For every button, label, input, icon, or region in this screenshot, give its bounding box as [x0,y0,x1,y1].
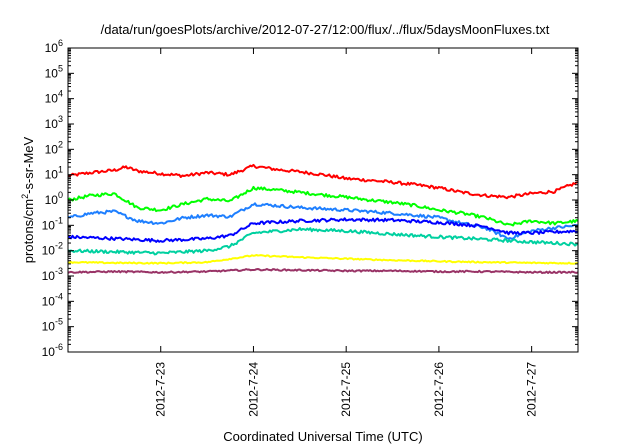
series-line-1 [67,163,579,200]
y-tick-label: 101 [45,165,63,182]
y-tick-label: 104 [45,89,63,106]
y-tick-label: 10-4 [42,291,63,308]
x-tick-label: 2012-7-23 [154,362,168,417]
y-tick-label: 10-2 [42,241,63,258]
y-axis-label-part-3: -s-sr-MeV [21,136,36,193]
series-line-4 [67,217,579,243]
y-axis-label: protons/cm2-s-sr-MeV [20,136,36,263]
y-tick-label: 100 [45,190,63,207]
axis-layer: 10-6 10-5 10-4 10-3 10-2 10-1 100 101 102 103 104 1… [42,38,578,417]
series-layer [67,163,579,275]
y-tick-label: 103 [45,114,63,131]
x-tick-label: 2012-7-27 [525,362,539,417]
x-tick-label: 2012-7-24 [246,362,260,417]
series-line-6 [67,254,579,265]
series-line-5 [67,227,579,256]
y-tick-label: 10-3 [42,266,63,283]
x-tick-label: 2012-7-26 [432,362,446,417]
y-tick-label: 10-6 [42,342,63,359]
x-axis-label: Coordinated Universal Time (UTC) [223,429,422,444]
series-line-2 [67,185,579,227]
y-tick-label: 105 [45,63,63,80]
y-tick-label: 102 [45,139,63,156]
y-tick-label: 10-5 [42,317,63,334]
series-line-7 [67,268,579,275]
y-axis-label-superscript: 2 [20,194,30,199]
y-tick-label: 10-1 [42,215,63,232]
chart-title: /data/run/goesPlots/archive/2012-07-27/1… [101,22,550,37]
y-tick-label: 106 [45,38,63,55]
plot-frame [67,47,579,353]
x-tick-label: 2012-7-25 [339,362,353,417]
y-axis-label-part-1: protons/cm [21,199,36,263]
